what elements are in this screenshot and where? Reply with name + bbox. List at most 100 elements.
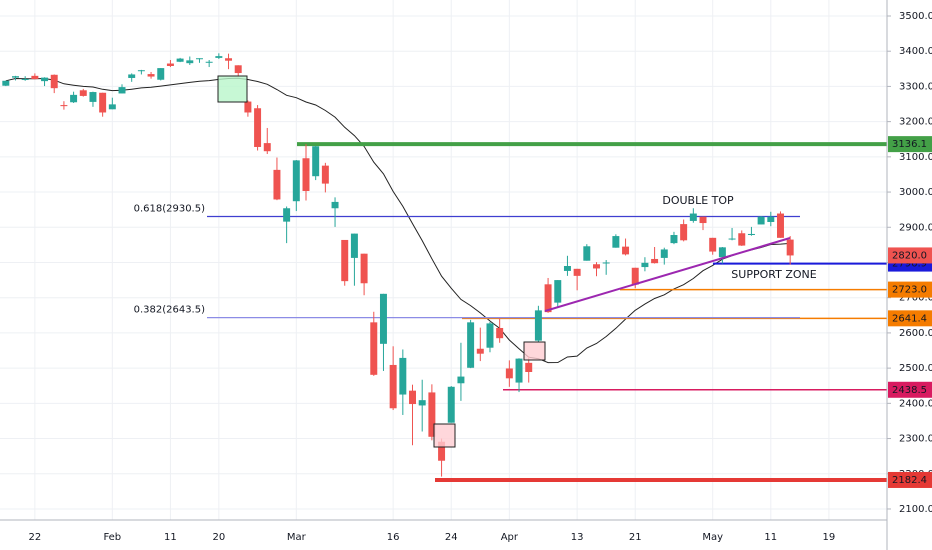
candle-body: [767, 216, 775, 222]
y-tick-label: 3100.0: [899, 152, 932, 163]
candle-body: [728, 238, 736, 240]
candle-body: [195, 58, 203, 60]
candle-body: [622, 246, 630, 255]
candle-body: [360, 253, 368, 284]
candle-body: [128, 74, 136, 78]
candle-body: [544, 284, 552, 313]
candle-body: [554, 280, 562, 303]
fib-label: 0.618(2930.5): [134, 204, 206, 215]
candle-body: [583, 246, 591, 261]
candle-body: [99, 92, 107, 113]
candle-body: [118, 87, 126, 94]
candle-body: [563, 266, 571, 271]
candle-body: [70, 94, 78, 103]
trend-line: [544, 237, 791, 312]
candle-body: [225, 58, 233, 61]
moving-average: [5, 77, 791, 364]
candle-body: [166, 63, 174, 66]
candle-body: [641, 262, 649, 268]
price-label-box: [888, 247, 932, 264]
x-tick-label: 11: [764, 532, 777, 543]
candle-body: [709, 237, 717, 252]
candle-body: [631, 267, 639, 285]
x-tick-label: 13: [571, 532, 584, 543]
candle-body: [786, 239, 794, 256]
candle-body: [680, 224, 688, 241]
candle-body: [108, 104, 116, 110]
candle-body: [476, 348, 484, 354]
price-label-box: [888, 136, 932, 153]
candle-body: [254, 108, 262, 147]
candle-body: [31, 75, 39, 80]
candle-body: [137, 70, 145, 72]
candle-body: [757, 216, 765, 225]
candle-body: [534, 310, 542, 341]
y-tick-label: 2300.0: [899, 434, 932, 445]
y-tick-label: 2700.0: [899, 293, 932, 304]
candle-body: [312, 146, 320, 177]
candle-body: [573, 268, 581, 276]
y-tick-label: 3400.0: [899, 46, 932, 57]
candle-body: [651, 258, 659, 264]
candle-body: [486, 323, 494, 348]
x-tick-label: 24: [445, 532, 458, 543]
x-tick-label: 22: [28, 532, 41, 543]
highlight-box: [433, 423, 456, 448]
candle-body: [660, 249, 668, 258]
candle-body: [21, 79, 29, 81]
x-tick-label: 20: [212, 532, 225, 543]
x-tick-label: Apr: [501, 532, 519, 543]
price-label-box: [888, 381, 932, 398]
candle-body: [409, 390, 416, 405]
price-label-box: [888, 281, 932, 298]
candle-body: [331, 201, 339, 209]
candle-body: [273, 169, 281, 200]
candle-body: [283, 208, 291, 222]
candle-body: [205, 61, 213, 63]
candle-body: [79, 90, 87, 96]
candle-body: [457, 376, 465, 384]
candle-body: [747, 233, 755, 236]
candle-body: [244, 101, 252, 113]
candle-body: [670, 235, 678, 244]
candle-body: [370, 322, 378, 375]
x-tick-label: Mar: [287, 532, 307, 543]
candle-body: [428, 392, 436, 437]
y-tick-label: 3300.0: [899, 81, 932, 92]
candle-body: [602, 262, 610, 264]
candle-body: [341, 239, 349, 282]
candle-body: [389, 364, 397, 409]
candle-body: [234, 65, 242, 74]
candle-body: [593, 264, 600, 269]
candle-body: [496, 327, 504, 339]
candle-body: [186, 60, 194, 64]
y-tick-label: 2400.0: [899, 398, 932, 409]
candle-body: [379, 293, 387, 344]
x-tick-label: 16: [387, 532, 400, 543]
y-tick-label: 2500.0: [899, 363, 932, 374]
price-label: 2820.0: [892, 250, 927, 261]
highlight-box: [217, 75, 248, 103]
candle-body: [718, 247, 726, 258]
y-tick-label: 2600.0: [899, 328, 932, 339]
price-label: 2182.4: [892, 475, 927, 486]
candle-body: [89, 92, 97, 102]
candle-body: [776, 213, 784, 238]
candle-body: [2, 80, 10, 86]
candle-body: [612, 236, 620, 248]
candle-body: [525, 362, 533, 372]
y-tick-label: 3000.0: [899, 187, 932, 198]
x-tick-label: 21: [629, 532, 642, 543]
price-label: 2438.5: [892, 385, 927, 396]
price-label: 2796.9: [892, 259, 927, 270]
candle-body: [350, 233, 358, 258]
x-tick-label: 19: [823, 532, 836, 543]
highlight-box: [523, 341, 546, 361]
candle-body: [157, 68, 165, 80]
candle-body: [505, 368, 513, 379]
x-tick-label: May: [702, 532, 723, 543]
price-label: 2723.0: [892, 285, 927, 296]
candle-body: [447, 386, 455, 423]
